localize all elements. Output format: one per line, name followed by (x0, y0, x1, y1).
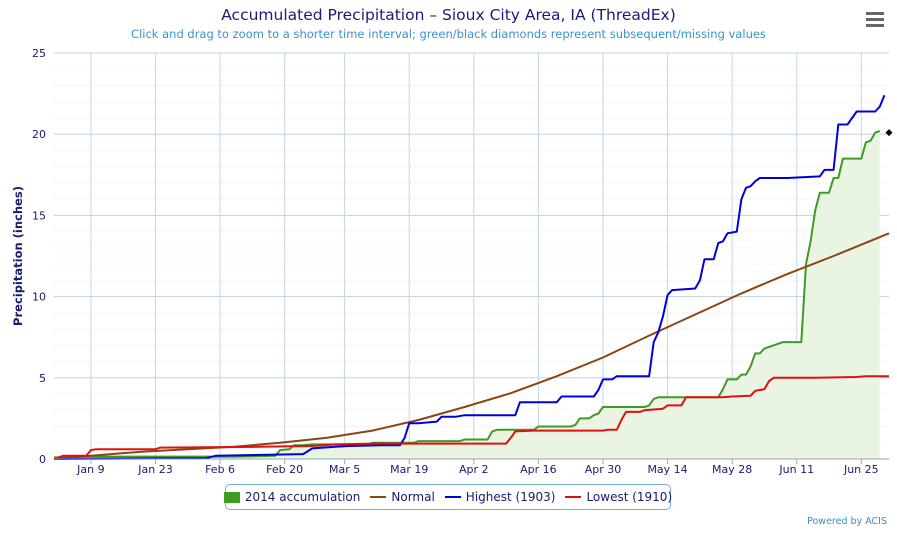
x-tick-label: Apr 16 (520, 463, 557, 476)
legend-swatch (370, 496, 387, 498)
y-tick-label: 20 (32, 128, 46, 141)
x-tick-label: Apr 2 (459, 463, 489, 476)
x-tick-label: Apr 30 (585, 463, 622, 476)
series-area-2014-accumulation (54, 131, 880, 459)
legend-label: Lowest (1910) (586, 490, 673, 504)
legend-label: Normal (391, 490, 435, 504)
series-line-lowest-1910 (53, 375, 889, 460)
x-tick-label: Jun 25 (843, 463, 879, 476)
legend-swatch (565, 496, 582, 498)
legend-item-2014-accumulation[interactable]: 2014 accumulation (223, 490, 361, 504)
legend-item-lowest-1910[interactable]: Lowest (1910) (565, 490, 672, 504)
y-tick-label: 0 (39, 453, 46, 466)
x-tick-label: Jun 11 (778, 463, 814, 476)
y-axis-title: Precipitation (inches) (11, 186, 25, 326)
hamburger-menu-icon[interactable] (866, 12, 884, 28)
y-tick-label: 15 (32, 209, 46, 222)
x-tick-label: May 28 (712, 463, 752, 476)
legend-label: 2014 accumulation (244, 490, 361, 504)
axes: 0 5 10 15 20 25 Jan 9 Jan 23 Feb 6 Feb 20 Mar 5 Mar… (11, 47, 889, 476)
plot-area (53, 94, 893, 460)
legend-label: Highest (1903) (465, 490, 556, 504)
legend-item-normal[interactable]: Normal (370, 490, 435, 504)
legend-item-highest-1903[interactable]: Highest (1903) (444, 490, 556, 504)
y-tick-label: 10 (32, 291, 46, 304)
x-tick-label: May 14 (647, 463, 687, 476)
x-tick-label: Feb 20 (266, 463, 303, 476)
chart-subtitle: Click and drag to zoom to a shorter time… (131, 27, 766, 41)
x-tick-label: Feb 6 (205, 463, 235, 476)
legend: 2014 accumulation Normal Highest (1903) Low… (223, 484, 672, 510)
y-tick-label: 25 (32, 47, 46, 60)
legend-swatch (223, 491, 240, 503)
x-tick-label: Mar 19 (390, 463, 428, 476)
chart-title: Accumulated Precipitation – Sioux City A… (221, 6, 676, 24)
x-tick-label: Jan 23 (137, 463, 172, 476)
series-line-highest-1903 (53, 94, 886, 460)
x-tick-label: Mar 5 (329, 463, 360, 476)
x-tick-label: Jan 9 (76, 463, 104, 476)
y-tick-label: 5 (39, 372, 46, 385)
diamond-marker (885, 129, 893, 137)
legend-swatch (444, 496, 461, 498)
series-line-normal (53, 232, 890, 460)
credits-link[interactable]: Powered by ACIS (807, 516, 887, 527)
